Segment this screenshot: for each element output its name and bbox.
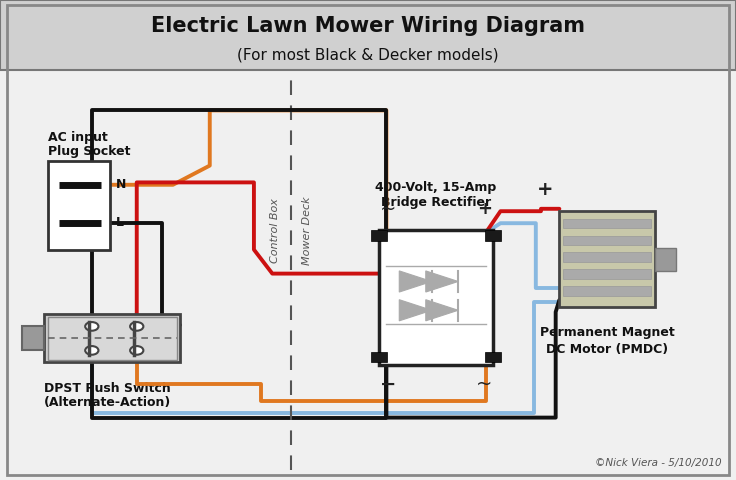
Text: Plug Socket: Plug Socket	[48, 145, 130, 158]
Bar	[371, 352, 387, 362]
Text: DPST Push Switch: DPST Push Switch	[44, 382, 171, 395]
Bar	[563, 269, 651, 279]
Text: Bridge Rectifier: Bridge Rectifier	[381, 196, 491, 209]
Bar	[563, 286, 651, 296]
Bar	[485, 352, 501, 362]
Circle shape	[130, 322, 144, 331]
Circle shape	[85, 322, 99, 331]
Bar	[44, 314, 180, 362]
Text: +: +	[537, 180, 553, 199]
Text: ~: ~	[380, 199, 396, 218]
Text: DC Motor (PMDC): DC Motor (PMDC)	[546, 343, 668, 356]
Polygon shape	[425, 271, 458, 292]
Bar	[22, 326, 44, 350]
Bar	[48, 317, 177, 360]
Text: ~: ~	[476, 374, 492, 394]
Polygon shape	[399, 300, 431, 321]
Text: N: N	[116, 178, 127, 191]
Text: (Alternate-Action): (Alternate-Action)	[44, 396, 171, 409]
Bar	[563, 236, 651, 245]
Text: 400-Volt, 15-Amp: 400-Volt, 15-Amp	[375, 181, 497, 194]
Bar	[563, 219, 651, 228]
Text: Permanent Magnet: Permanent Magnet	[539, 326, 675, 339]
Text: L: L	[116, 216, 124, 229]
Bar	[371, 230, 387, 241]
Bar	[563, 252, 651, 262]
Text: −: −	[380, 374, 396, 394]
Text: ©Nick Viera - 5/10/2010: ©Nick Viera - 5/10/2010	[595, 458, 721, 468]
Polygon shape	[425, 300, 458, 321]
Text: (For most Black & Decker models): (For most Black & Decker models)	[237, 48, 499, 63]
Bar	[379, 230, 493, 365]
Text: Control Box: Control Box	[269, 198, 280, 263]
Bar	[655, 248, 676, 271]
Bar	[48, 161, 110, 250]
Text: AC input: AC input	[48, 131, 107, 144]
Bar	[485, 230, 501, 241]
Circle shape	[85, 346, 99, 355]
Text: Mower Deck: Mower Deck	[302, 196, 312, 264]
Text: +: +	[477, 201, 492, 218]
Text: Electric Lawn Mower Wiring Diagram: Electric Lawn Mower Wiring Diagram	[151, 16, 585, 36]
Circle shape	[130, 346, 144, 355]
Bar	[559, 211, 655, 307]
Polygon shape	[399, 271, 431, 292]
Bar	[0, 0, 736, 70]
